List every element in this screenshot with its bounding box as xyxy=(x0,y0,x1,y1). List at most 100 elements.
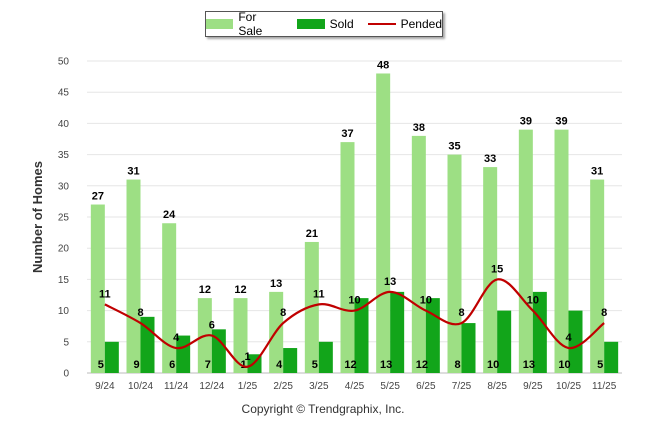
data-label-for-sale: 38 xyxy=(413,122,425,134)
data-label-for-sale: 33 xyxy=(484,153,496,165)
data-label-for-sale: 31 xyxy=(591,166,603,178)
x-tick-label: 11/24 xyxy=(164,381,189,392)
bar-for-sale xyxy=(447,154,462,373)
data-label-pended: 10 xyxy=(420,295,432,307)
x-tick-label: 12/24 xyxy=(199,381,224,392)
bar-for-sale xyxy=(518,129,533,373)
bar-for-sale xyxy=(162,223,177,373)
y-tick-label: 20 xyxy=(58,244,70,255)
data-label-sold: 1 xyxy=(240,359,246,371)
bar-for-sale xyxy=(376,73,391,373)
copyright-text: Copyright © Trendgraphix, Inc. xyxy=(241,402,405,416)
data-label-sold: 4 xyxy=(276,359,283,371)
legend-swatch-for-sale xyxy=(206,19,234,29)
data-label-for-sale: 39 xyxy=(520,116,532,128)
y-tick-label: 15 xyxy=(58,275,70,286)
data-label-pended: 8 xyxy=(137,307,143,319)
x-tick-label: 4/25 xyxy=(345,381,365,392)
legend-swatch-pended xyxy=(367,23,396,25)
y-tick-label: 0 xyxy=(63,369,69,380)
data-label-for-sale: 13 xyxy=(270,278,282,290)
y-tick-label: 5 xyxy=(63,337,69,348)
data-label-for-sale: 35 xyxy=(448,141,460,153)
data-label-pended: 1 xyxy=(244,351,250,363)
data-label-sold: 10 xyxy=(487,359,499,371)
data-label-sold: 6 xyxy=(169,359,175,371)
bar-for-sale xyxy=(340,142,355,373)
data-label-pended: 6 xyxy=(209,320,215,332)
y-axis-label: Number of Homes xyxy=(30,161,45,273)
bar-for-sale xyxy=(483,167,498,373)
data-label-pended: 13 xyxy=(384,276,396,288)
y-tick-label: 35 xyxy=(58,150,70,161)
data-label-sold: 10 xyxy=(558,359,570,371)
legend-label-sold: Sold xyxy=(329,17,354,31)
bar-sold xyxy=(532,291,547,373)
bar-for-sale xyxy=(411,135,426,373)
x-tick-label: 9/24 xyxy=(95,381,115,392)
legend-item-pended[interactable]: Pended xyxy=(367,17,442,31)
x-tick-label: 7/25 xyxy=(452,381,472,392)
bar-sold xyxy=(318,341,333,373)
data-label-pended: 10 xyxy=(348,295,360,307)
bar-sold xyxy=(283,348,298,373)
y-tick-label: 25 xyxy=(58,213,70,224)
x-tick-label: 11/25 xyxy=(592,381,617,392)
y-tick-label: 45 xyxy=(58,88,70,99)
line-pended xyxy=(104,278,605,368)
data-label-pended: 8 xyxy=(280,307,286,319)
data-label-pended: 8 xyxy=(601,307,607,319)
data-label-for-sale: 24 xyxy=(163,209,176,221)
legend-swatch-sold xyxy=(296,19,325,29)
data-label-for-sale: 48 xyxy=(377,59,389,71)
x-tick-label: 3/25 xyxy=(309,381,329,392)
bar-sold xyxy=(497,310,512,373)
x-tick-label: 8/25 xyxy=(487,381,507,392)
x-tick-label: 10/24 xyxy=(128,381,153,392)
data-label-sold: 8 xyxy=(454,359,460,371)
data-label-pended: 10 xyxy=(527,295,539,307)
bar-for-sale xyxy=(233,298,248,373)
bar-for-sale xyxy=(590,179,605,373)
legend-label-pended: Pended xyxy=(400,17,442,31)
data-label-for-sale: 12 xyxy=(234,284,246,296)
y-tick-label: 10 xyxy=(58,306,70,317)
bar-for-sale xyxy=(126,179,141,373)
data-label-sold: 5 xyxy=(98,359,104,371)
bar-sold xyxy=(390,291,405,373)
bar-sold xyxy=(211,329,226,373)
data-label-sold: 7 xyxy=(205,359,211,371)
data-label-pended: 4 xyxy=(173,332,180,344)
data-label-sold: 12 xyxy=(344,359,356,371)
data-label-for-sale: 37 xyxy=(341,128,353,140)
x-tick-label: 2/25 xyxy=(273,381,293,392)
bar-sold xyxy=(604,341,619,373)
legend-item-sold[interactable]: Sold xyxy=(296,17,354,31)
data-label-sold: 9 xyxy=(133,359,139,371)
data-label-sold: 12 xyxy=(416,359,428,371)
data-label-pended: 4 xyxy=(565,332,572,344)
x-tick-label: 5/25 xyxy=(380,381,400,392)
data-label-for-sale: 39 xyxy=(555,116,567,128)
bar-sold xyxy=(354,298,369,373)
data-label-for-sale: 27 xyxy=(92,191,104,203)
data-label-sold: 13 xyxy=(380,359,392,371)
legend-item-for-sale[interactable]: For Sale xyxy=(206,10,283,38)
data-label-for-sale: 21 xyxy=(306,228,318,240)
legend-label-for-sale: For Sale xyxy=(238,10,263,38)
data-label-pended: 11 xyxy=(99,288,111,300)
data-label-for-sale: 31 xyxy=(127,166,139,178)
data-label-pended: 8 xyxy=(458,307,464,319)
bar-sold xyxy=(104,341,119,373)
y-tick-label: 50 xyxy=(58,57,70,68)
x-tick-label: 6/25 xyxy=(416,381,436,392)
bar-sold xyxy=(461,323,476,373)
y-tick-label: 40 xyxy=(58,119,70,130)
data-label-pended: 11 xyxy=(313,288,325,300)
data-label-sold: 5 xyxy=(597,359,603,371)
bar-for-sale xyxy=(554,129,569,373)
data-label-sold: 13 xyxy=(523,359,535,371)
bar-for-sale xyxy=(90,204,105,373)
